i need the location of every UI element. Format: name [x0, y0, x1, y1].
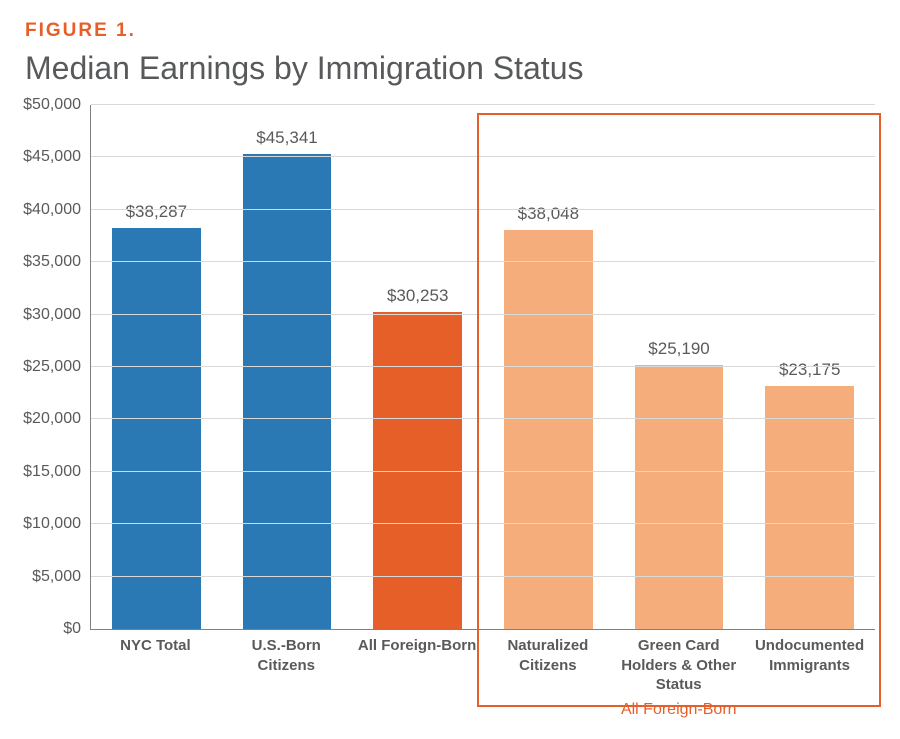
bar-group: $38,287 [91, 105, 222, 629]
y-tick-label: $15,000 [23, 463, 91, 481]
figure-label: FIGURE 1. [25, 20, 875, 42]
y-tick-label: $20,000 [23, 410, 91, 428]
bars-container: $38,287 $45,341 $30,253 $38,048 $25,190 $23,1… [91, 105, 875, 629]
x-axis-labels: NYC TotalU.S.-Born CitizensAll Foreign-B… [90, 636, 875, 695]
y-tick-label: $50,000 [23, 96, 91, 114]
gridline [91, 104, 875, 105]
bar-value-label: $25,190 [648, 339, 709, 365]
gridline [91, 471, 875, 472]
bar-group: $30,253 [352, 105, 483, 629]
plot-region: $38,287 $45,341 $30,253 $38,048 $25,190 $23,1… [90, 105, 875, 630]
y-tick-label: $5,000 [32, 568, 91, 586]
gridline [91, 366, 875, 367]
x-category-label: Naturalized Citizens [482, 636, 613, 695]
bar-value-label: $30,253 [387, 286, 448, 312]
chart-title: Median Earnings by Immigration Status [25, 50, 875, 87]
x-category-label: All Foreign-Born [352, 636, 483, 695]
gridline [91, 314, 875, 315]
x-category-label: NYC Total [90, 636, 221, 695]
gridline [91, 523, 875, 524]
bar-group: $38,048 [483, 105, 614, 629]
y-tick-label: $0 [63, 620, 91, 638]
y-tick-label: $30,000 [23, 306, 91, 324]
x-category-label: Undocumented Immigrants [744, 636, 875, 695]
bar-value-label: $38,287 [126, 202, 187, 228]
bar: $38,048 [504, 230, 593, 629]
x-category-label: Green Card Holders & Other Status [613, 636, 744, 695]
gridline [91, 209, 875, 210]
gridline [91, 576, 875, 577]
bar: $23,175 [765, 386, 854, 629]
y-tick-label: $45,000 [23, 148, 91, 166]
bar-value-label: $45,341 [256, 128, 317, 154]
bar: $25,190 [635, 365, 724, 629]
y-tick-label: $10,000 [23, 515, 91, 533]
bar-group: $45,341 [222, 105, 353, 629]
bar: $45,341 [243, 154, 332, 629]
gridline [91, 156, 875, 157]
gridline [91, 261, 875, 262]
y-tick-label: $25,000 [23, 358, 91, 376]
chart-plot-area: $38,287 $45,341 $30,253 $38,048 $25,190 $23,1… [90, 105, 875, 630]
bar: $38,287 [112, 228, 201, 629]
highlight-box-label: All Foreign-Born [477, 701, 882, 719]
gridline [91, 418, 875, 419]
bar-group: $25,190 [614, 105, 745, 629]
x-category-label: U.S.-Born Citizens [221, 636, 352, 695]
bar-group: $23,175 [744, 105, 875, 629]
y-tick-label: $35,000 [23, 253, 91, 271]
y-tick-label: $40,000 [23, 201, 91, 219]
bar-value-label: $23,175 [779, 360, 840, 386]
